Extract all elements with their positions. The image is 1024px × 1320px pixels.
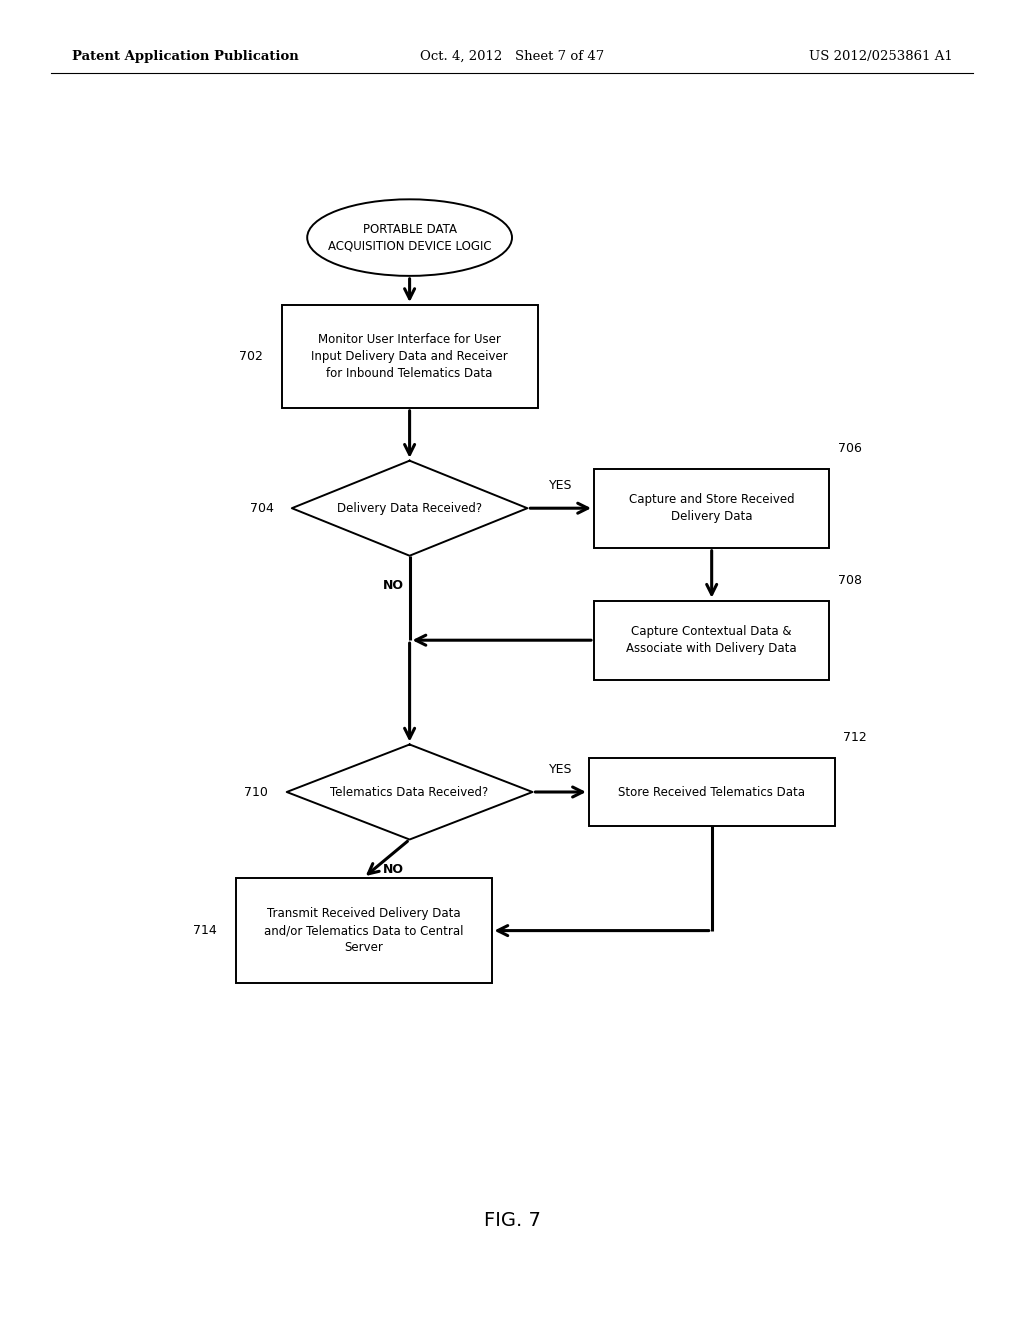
- Text: Telematics Data Received?: Telematics Data Received?: [331, 785, 488, 799]
- Text: 714: 714: [194, 924, 217, 937]
- Polygon shape: [287, 744, 532, 840]
- Polygon shape: [292, 461, 527, 556]
- FancyBboxPatch shape: [594, 469, 829, 548]
- Text: YES: YES: [549, 763, 572, 776]
- Text: Capture and Store Received
Delivery Data: Capture and Store Received Delivery Data: [629, 494, 795, 523]
- Text: Store Received Telematics Data: Store Received Telematics Data: [618, 785, 805, 799]
- Text: Oct. 4, 2012   Sheet 7 of 47: Oct. 4, 2012 Sheet 7 of 47: [420, 50, 604, 63]
- Text: FIG. 7: FIG. 7: [483, 1212, 541, 1230]
- Text: 706: 706: [838, 442, 861, 455]
- FancyBboxPatch shape: [594, 601, 829, 680]
- FancyBboxPatch shape: [589, 758, 835, 826]
- Text: NO: NO: [383, 579, 403, 593]
- Ellipse shape: [307, 199, 512, 276]
- Text: 712: 712: [843, 731, 866, 744]
- Text: Delivery Data Received?: Delivery Data Received?: [337, 502, 482, 515]
- Text: 710: 710: [245, 785, 268, 799]
- Text: 708: 708: [838, 574, 861, 587]
- Text: 702: 702: [240, 350, 263, 363]
- Text: YES: YES: [549, 479, 572, 492]
- Text: Monitor User Interface for User
Input Delivery Data and Receiver
for Inbound Tel: Monitor User Interface for User Input De…: [311, 333, 508, 380]
- FancyBboxPatch shape: [236, 878, 492, 983]
- FancyBboxPatch shape: [282, 305, 538, 408]
- Text: US 2012/0253861 A1: US 2012/0253861 A1: [809, 50, 952, 63]
- Text: 704: 704: [250, 502, 273, 515]
- Text: NO: NO: [383, 863, 403, 876]
- Text: PORTABLE DATA
ACQUISITION DEVICE LOGIC: PORTABLE DATA ACQUISITION DEVICE LOGIC: [328, 223, 492, 252]
- Text: Patent Application Publication: Patent Application Publication: [72, 50, 298, 63]
- Text: Transmit Received Delivery Data
and/or Telematics Data to Central
Server: Transmit Received Delivery Data and/or T…: [264, 907, 463, 954]
- Text: Capture Contextual Data &
Associate with Delivery Data: Capture Contextual Data & Associate with…: [627, 626, 797, 655]
